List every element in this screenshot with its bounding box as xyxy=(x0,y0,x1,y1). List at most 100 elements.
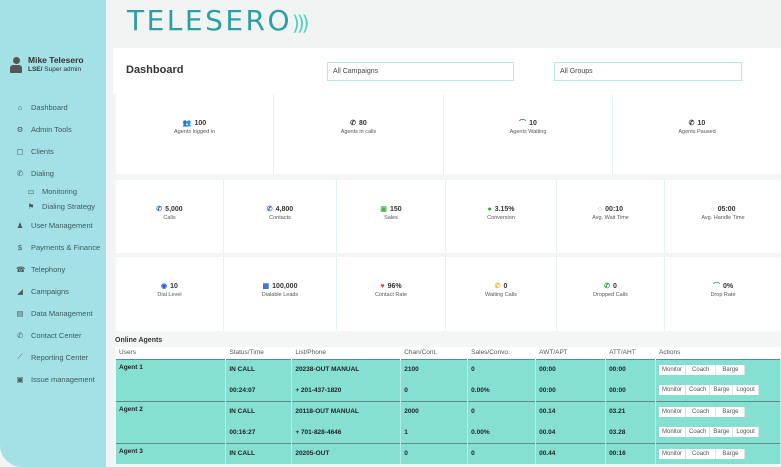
sidebar-item-dashboard[interactable]: ⌂ Dashboard xyxy=(17,102,68,112)
home-icon: ⌂ xyxy=(17,102,23,112)
phone-icon: ✆ xyxy=(350,120,357,127)
dollar-icon: $ xyxy=(17,242,23,252)
col-actions: Actions xyxy=(655,347,781,359)
stat-agents-in-calls[interactable]: ✆ 80 Agents in calls xyxy=(274,94,444,174)
stat-contacts[interactable]: ✆ 4,800 Contacts xyxy=(224,180,337,253)
coach-button[interactable]: Coach xyxy=(686,427,711,438)
clock-icon: ○ xyxy=(710,206,715,213)
agent-name: Agent 2 xyxy=(116,400,227,443)
actions-cell: Monitor Coach Barge xyxy=(655,442,781,464)
logout-button[interactable]: Logout xyxy=(733,427,759,438)
stats-row-leads: ◉ 10 Dial Level ▦ 100,000 Dialable Leads ♥… xyxy=(116,256,781,331)
sidebar-item-telephony[interactable]: ☎ Telephony xyxy=(16,264,66,274)
sidebar-item-contact-center[interactable]: ✆ Contact Center xyxy=(16,330,82,340)
barge-button[interactable]: Barge xyxy=(710,385,734,396)
brand-logo: TELESERO))) xyxy=(127,4,310,37)
page-title: Dashboard xyxy=(126,64,184,76)
data-icon: ▤ xyxy=(16,308,24,318)
sidebar-item-data-management[interactable]: ▤ Data Management xyxy=(16,308,93,318)
phone-icon: ✆ xyxy=(494,283,501,290)
monitor-button[interactable]: Monitor xyxy=(659,385,687,396)
stat-avg-wait-time[interactable]: ○ 00:10 Avg. Wait Time xyxy=(557,180,665,253)
sidebar: Mike Telesero LSE/ Super admin ⌂ Dashboar… xyxy=(0,0,106,467)
col-sales-convo: Sales/Convo. xyxy=(467,347,537,359)
user-icon: ♟ xyxy=(16,220,24,230)
sidebar-item-clients[interactable]: ▢ Clients xyxy=(16,146,54,156)
gear-icon: ⚙ xyxy=(16,124,24,134)
actions-cell: Monitor Coach Barge xyxy=(655,358,781,380)
coach-button[interactable]: Coach xyxy=(686,448,717,459)
chart-line-icon: ⟋ xyxy=(17,352,23,361)
stat-dial-level[interactable]: ◉ 10 Dial Level xyxy=(116,257,224,331)
barge-button[interactable]: Barge xyxy=(716,406,746,417)
coach-button[interactable]: Coach xyxy=(686,364,717,375)
stat-sales[interactable]: ▣ 150 Sales xyxy=(337,180,446,253)
sidebar-item-issue-management[interactable]: ▣ Issue management xyxy=(16,374,95,384)
sidebar-item-user-management[interactable]: ♟ User Management xyxy=(16,220,93,230)
stat-agents-paused[interactable]: ✆ 10 Agents Paused xyxy=(678,120,716,135)
monitor-icon: ▭ xyxy=(27,187,35,196)
col-list-phone: List/Phone xyxy=(291,347,402,359)
hangup-icon: ⌒ xyxy=(519,120,527,127)
dial-icon: ◉ xyxy=(161,283,168,290)
stat-calls[interactable]: ✆ 5,000 Calls xyxy=(116,180,224,253)
monitor-button[interactable]: Monitor xyxy=(659,427,687,438)
group-select[interactable]: All Groups xyxy=(554,62,742,81)
sidebar-nav: ⌂ Dashboard ⚙ Admin Tools ▢ Clients ✆ Dialin… xyxy=(0,96,106,390)
phone-icon: ✆ xyxy=(16,168,24,178)
stat-contact-rate[interactable]: ♥ 96% Contact Rate xyxy=(337,257,446,331)
monitor-button[interactable]: Monitor xyxy=(659,364,687,375)
contact-card-icon: ▦ xyxy=(262,283,270,290)
telephone-icon: ☎ xyxy=(16,264,26,274)
actions-cell: Monitor Coach Barge Logout xyxy=(655,422,781,443)
sidebar-item-reporting-center[interactable]: ⟋ Reporting Center xyxy=(17,352,89,362)
main-content: Dashboard All Campaigns All Groups 👥 100 … xyxy=(113,48,781,467)
phone-icon: ✆ xyxy=(604,283,610,290)
sidebar-item-dialing[interactable]: ✆ Dialing xyxy=(16,168,54,178)
stats-row-agents: 👥 100 Agents logged in ✆ 80 Agents in call… xyxy=(116,94,781,174)
agent-name: Agent 1 xyxy=(116,358,227,401)
user-avatar-icon xyxy=(10,56,22,73)
user-profile[interactable]: Mike Telesero LSE/ Super admin xyxy=(10,55,84,74)
stat-agents-waiting[interactable]: ⌒ 10 Agents Waiting xyxy=(444,94,613,174)
col-awt-apt: AWT/APT xyxy=(535,347,607,359)
chat-icon: ▢ xyxy=(16,146,24,156)
stat-drop-rate[interactable]: ⌒ 0% Drop Rate xyxy=(710,283,736,298)
col-status-time: Status/Time xyxy=(225,347,293,359)
coach-button[interactable]: Coach xyxy=(686,385,711,396)
users-icon: 👥 xyxy=(182,120,192,127)
sidebar-item-campaigns[interactable]: ◢ Campaigns xyxy=(17,286,69,296)
barge-button[interactable]: Barge xyxy=(710,427,734,438)
stat-avg-handle-time[interactable]: ○ 05:00 Avg. Handle Time xyxy=(701,206,745,221)
monitor-button[interactable]: Monitor xyxy=(659,406,687,417)
agent-name: Agent 3 xyxy=(116,442,227,464)
megaphone-icon: ◢ xyxy=(17,286,23,296)
phone-pause-icon: ✆ xyxy=(688,120,695,127)
stat-waiting-calls[interactable]: ✆ 0 Waiting Calls xyxy=(446,257,557,331)
monitor-button[interactable]: Monitor xyxy=(659,448,687,459)
barge-button[interactable]: Barge xyxy=(716,448,746,459)
table-header-row: Users Status/Time List/Phone Chan/Cont. … xyxy=(116,347,781,359)
coach-button[interactable]: Coach xyxy=(686,406,717,417)
actions-cell: Monitor Coach Barge xyxy=(655,400,781,422)
logout-button[interactable]: Logout xyxy=(733,385,759,396)
table-row: Agent 1 IN CALL 20238-OUT MANUAL 2100 0 … xyxy=(116,358,781,401)
table-row: 00:24:07 + 201-437-1820 0 0.00% 00:00 00… xyxy=(116,380,781,401)
campaign-select[interactable]: All Campaigns xyxy=(327,62,514,81)
sidebar-item-monitoring[interactable]: ▭ Monitoring xyxy=(27,187,78,196)
sidebar-item-admin-tools[interactable]: ⚙ Admin Tools xyxy=(16,124,72,134)
sidebar-item-payments-finance[interactable]: $ Payments & Finance xyxy=(17,242,101,252)
stat-agents-logged-in[interactable]: 👥 100 Agents logged in xyxy=(116,94,274,174)
dashboard-header: Dashboard All Campaigns All Groups xyxy=(113,48,781,94)
conversion-icon: ● xyxy=(487,206,492,213)
barge-button[interactable]: Barge xyxy=(716,364,746,375)
col-users: Users xyxy=(116,347,227,359)
online-agents-table: Users Status/Time List/Phone Chan/Cont. … xyxy=(116,347,781,464)
table-row: Agent 2 IN CALL 20118-OUT MANUAL 2000 0 … xyxy=(116,400,781,443)
stat-conversion[interactable]: ● 3.15% Conversion xyxy=(446,180,557,253)
online-agents-title: Online Agents xyxy=(115,337,163,344)
sidebar-item-dialing-strategy[interactable]: ⚑ Dialing Strategy xyxy=(27,202,95,211)
stat-dropped-calls[interactable]: ✆ 0 Dropped Calls xyxy=(557,257,665,331)
stat-dialable-leads[interactable]: ▦ 100,000 Dialable Leads xyxy=(224,257,337,331)
heart-icon: ♥ xyxy=(380,283,385,290)
